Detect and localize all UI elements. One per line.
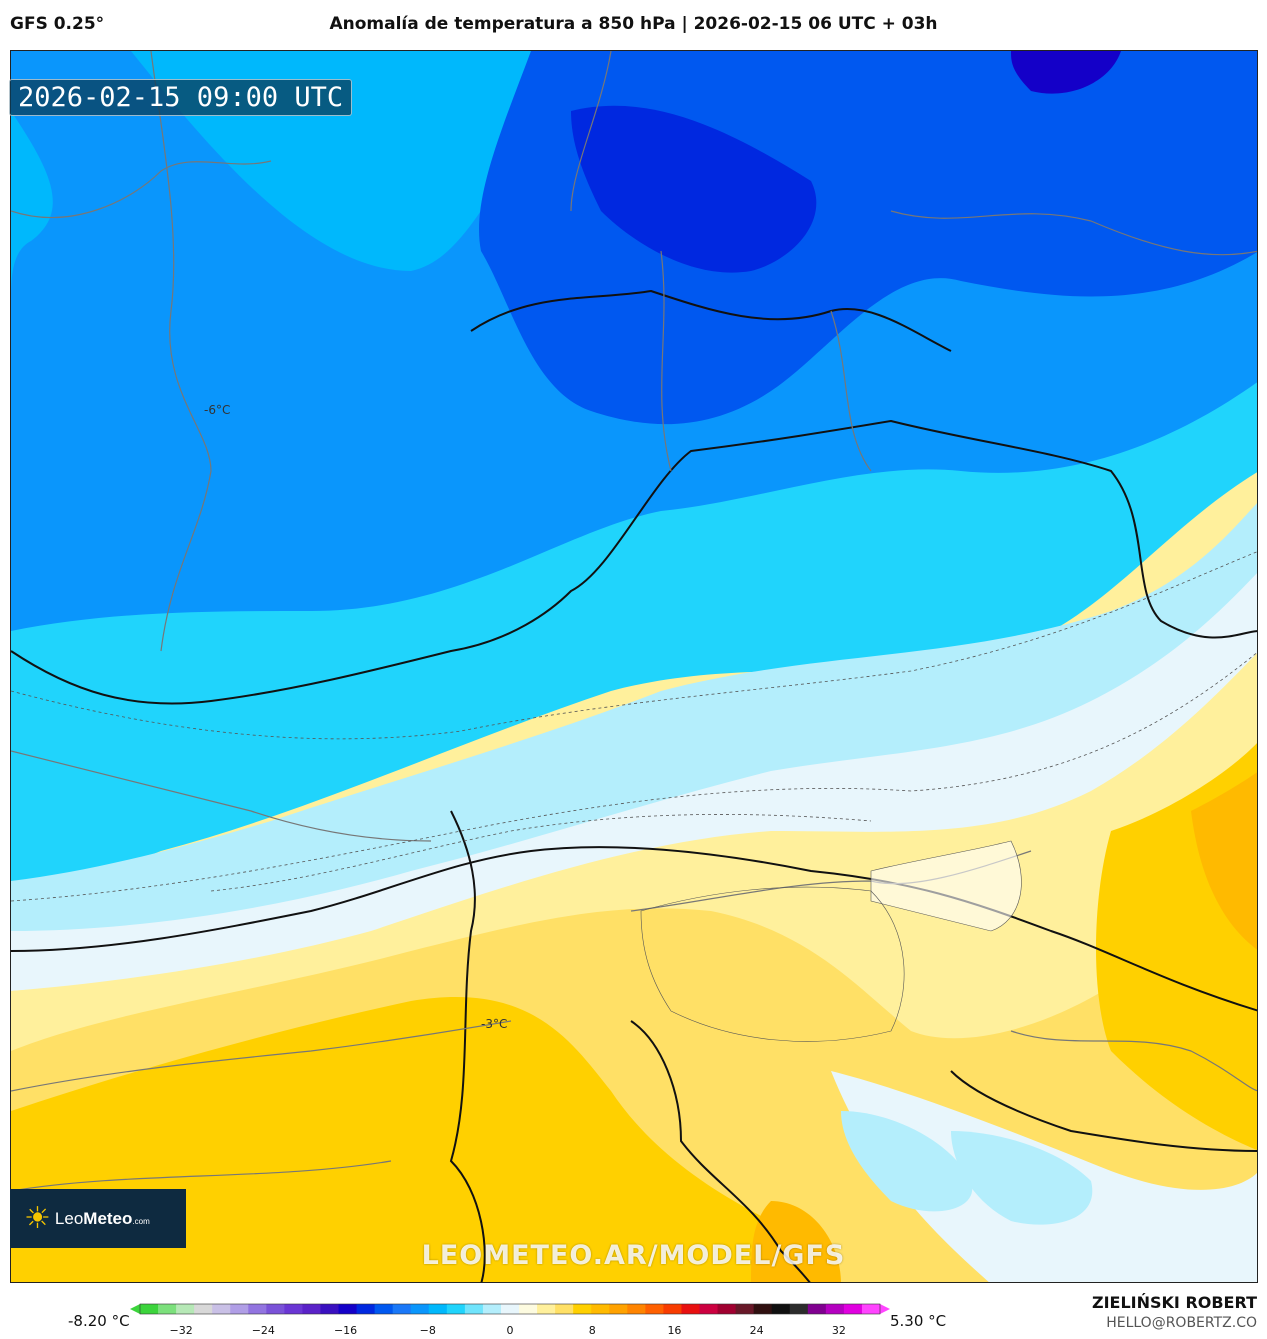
colorbar-swatch — [717, 1304, 737, 1314]
colorbar-swatch — [464, 1304, 484, 1314]
sun-icon: ☀ — [24, 1201, 51, 1236]
colorbar-swatch — [627, 1304, 646, 1314]
colorbar-tick-label: −8 — [419, 1324, 436, 1337]
colorbar-swatch — [735, 1304, 755, 1314]
colorbar-swatch — [591, 1304, 610, 1314]
colorbar-swatch — [573, 1304, 592, 1314]
band-cold-pocket-2 — [951, 1131, 1093, 1225]
region-borders — [11, 51, 1257, 1192]
colorbar-swatch — [212, 1304, 231, 1314]
band-pale-blue — [11, 503, 1257, 951]
colorbar-swatch — [158, 1304, 177, 1314]
colorbar-swatch — [663, 1304, 682, 1314]
contour-label-south: -3°C — [481, 1017, 508, 1031]
colorbar-swatch — [789, 1304, 809, 1314]
colorbar-swatch — [284, 1304, 303, 1314]
colorbar-swatch — [807, 1304, 827, 1314]
colorbar-tick-label: −32 — [169, 1324, 193, 1337]
colorbar-tick-label: 32 — [831, 1324, 846, 1337]
colorbar-tick-label: 24 — [749, 1324, 764, 1337]
colorbar-swatch — [320, 1304, 340, 1314]
colorbar-swatch — [428, 1304, 448, 1314]
leometeo-logo[interactable]: ☀ LeoMeteo.com — [10, 1189, 186, 1248]
colorbar-tick-label: −16 — [333, 1324, 358, 1337]
colorbar-low-arrow — [130, 1304, 140, 1314]
colorbar-tick-label: −24 — [251, 1324, 275, 1337]
colorbar-swatch — [861, 1304, 881, 1314]
contour-label-north: -6°C — [204, 403, 231, 417]
colorbar-min-label: -8.20 °C — [68, 1312, 130, 1330]
valid-time-badge: 2026-02-15 09:00 UTC — [9, 79, 353, 116]
colorbar-swatch — [482, 1304, 502, 1314]
colorbar-swatch — [392, 1304, 412, 1314]
map-title: Anomalía de temperatura a 850 hPa | 2026… — [329, 14, 938, 34]
logo-wordmark: LeoMeteo.com — [54, 1208, 150, 1228]
colorbar-swatch — [194, 1304, 213, 1314]
colorbar-swatch — [140, 1304, 159, 1314]
colorbar-swatch — [771, 1304, 791, 1314]
colorbar-swatch — [356, 1304, 376, 1314]
colorbar-swatch — [446, 1304, 466, 1314]
band-warm-east-core — [1191, 772, 1257, 950]
colorbar-swatch — [500, 1304, 520, 1314]
colorbar-swatch — [609, 1304, 628, 1314]
country-borders — [11, 289, 1257, 1282]
colorbar-swatch — [302, 1304, 321, 1314]
colorbar-outline — [139, 1303, 881, 1315]
colorbar-swatch — [338, 1304, 358, 1314]
colorbar-swatch — [699, 1304, 719, 1314]
band-cold-pocket — [841, 1111, 973, 1212]
band-cold-core — [571, 105, 817, 273]
colorbar-swatch — [410, 1304, 430, 1314]
colorbar-swatch — [843, 1304, 863, 1314]
colorbar-swatch — [248, 1304, 267, 1314]
colorbar-swatch — [537, 1304, 556, 1314]
band-warm-strong — [11, 997, 830, 1282]
colorbar — [130, 1303, 890, 1315]
colorbar-swatch — [555, 1304, 574, 1314]
colorbar-max-label: 5.30 °C — [890, 1312, 947, 1330]
band-warm-south-core — [751, 1201, 841, 1282]
colorbar-swatch — [681, 1304, 701, 1314]
temperature-anomaly-map: -6°C -3°C — [10, 50, 1258, 1283]
colorbar-tick-label: 16 — [667, 1324, 682, 1337]
colorbar-swatch — [645, 1304, 664, 1314]
colorbar-swatch — [374, 1304, 394, 1314]
colorbar-swatch — [176, 1304, 195, 1314]
colorbar-tick-label: 0 — [506, 1324, 514, 1337]
colorbar-swatch — [230, 1304, 249, 1314]
map-canvas — [11, 51, 1257, 1282]
colorbar-swatch — [519, 1304, 538, 1314]
author-email[interactable]: HELLO@ROBERTZ.CO — [1106, 1315, 1257, 1331]
site-url-watermark: LEOMETEO.AR/MODEL/GFS — [421, 1240, 846, 1271]
band-near-zero — [11, 573, 1257, 991]
dense-subregion-cluster — [640, 840, 1022, 1042]
colorbar-swatch — [266, 1304, 285, 1314]
model-name: GFS 0.25° — [10, 14, 105, 34]
colorbar-high-arrow — [880, 1304, 890, 1314]
colorbar-tick-label: 8 — [588, 1324, 596, 1337]
contour-lines — [11, 551, 1257, 902]
band-cold-peak — [1011, 51, 1121, 94]
author-credit: ZIELIŃSKI ROBERT — [1091, 1293, 1257, 1312]
band-cold-west — [11, 111, 53, 301]
colorbar-swatch — [825, 1304, 845, 1314]
colorbar-swatch — [753, 1304, 773, 1314]
